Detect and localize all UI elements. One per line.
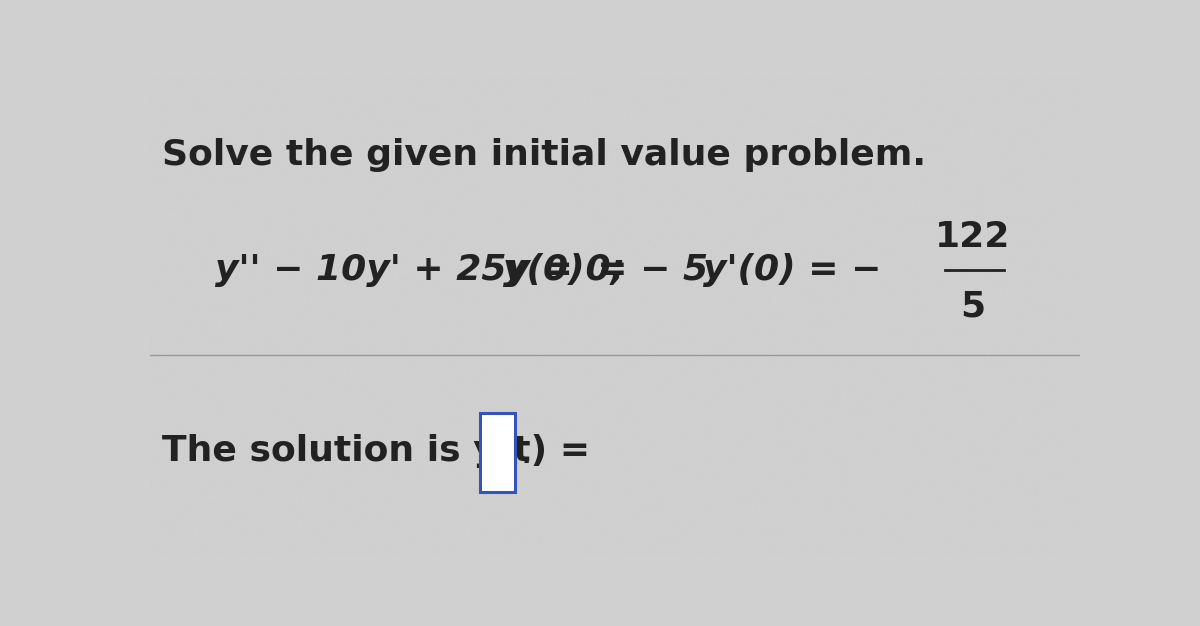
Text: .: . — [520, 430, 533, 472]
Text: y'' − 10y' + 25y = 0;: y'' − 10y' + 25y = 0; — [215, 254, 625, 287]
Text: The solution is y(t) =: The solution is y(t) = — [162, 434, 590, 468]
Text: 5: 5 — [960, 289, 985, 324]
Text: y'(0) = −: y'(0) = − — [703, 254, 882, 287]
Text: 122: 122 — [935, 220, 1010, 254]
Text: y(0) = − 5,: y(0) = − 5, — [504, 254, 722, 287]
Bar — [480, 413, 516, 492]
Text: Solve the given initial value problem.: Solve the given initial value problem. — [162, 138, 926, 172]
